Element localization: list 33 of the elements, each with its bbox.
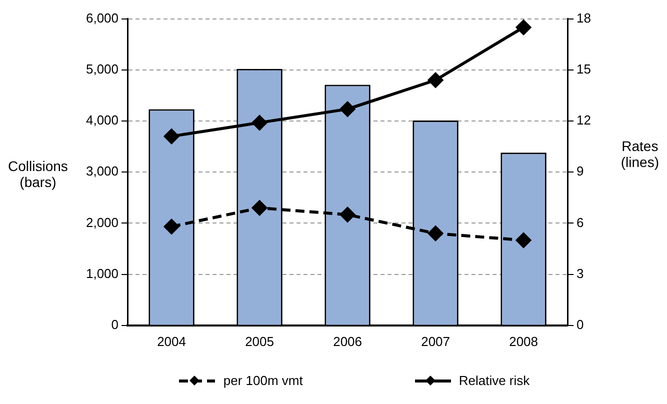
x-tick-label: 2006	[333, 334, 362, 349]
point	[516, 20, 532, 35]
legend-label: per 100m vmt	[223, 373, 303, 388]
x-tick-label: 2004	[157, 334, 186, 349]
x-tick-label: 2008	[509, 334, 538, 349]
x-tick-label: 2007	[421, 334, 450, 349]
point	[252, 115, 268, 130]
y-axis-title: Collisions (bars)	[8, 158, 68, 190]
y2-tick-label: 18	[576, 10, 592, 26]
y2-tick-label: 3	[576, 266, 584, 281]
y-tick-label: 4,000	[86, 112, 119, 128]
point	[428, 72, 444, 88]
point	[340, 207, 356, 222]
point	[164, 128, 180, 144]
point	[428, 226, 444, 241]
y2-tick-label: 0	[576, 316, 584, 332]
x-tick-label: 2005	[245, 334, 274, 349]
y-tick-label: 6,000	[86, 10, 119, 26]
legend-label: Relative risk	[458, 373, 530, 388]
point	[164, 219, 180, 234]
y-tick-label: 0	[111, 316, 119, 332]
y-tick-label: 1,000	[86, 266, 119, 281]
y-tick-label: 2,000	[86, 214, 119, 230]
y2-tick-label: 6	[576, 214, 584, 230]
point	[516, 232, 532, 248]
y2-tick-label: 12	[576, 112, 592, 128]
point	[340, 102, 356, 117]
y2-tick-label: 15	[576, 61, 592, 76]
point	[252, 200, 268, 216]
y-tick-label: 5,000	[86, 61, 119, 76]
y2-axis-title: Rates (lines)	[620, 138, 659, 170]
y2-tick-label: 9	[576, 164, 584, 179]
y-tick-label: 3,000	[86, 164, 119, 179]
